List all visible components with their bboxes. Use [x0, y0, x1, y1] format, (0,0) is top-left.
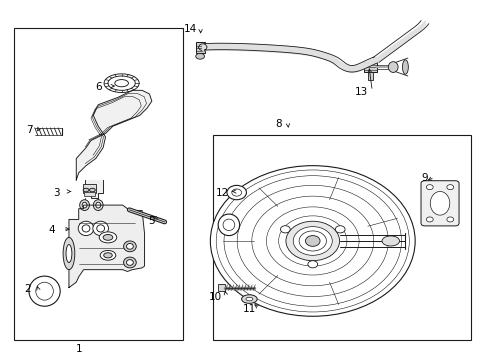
Circle shape: [210, 166, 414, 316]
Ellipse shape: [387, 62, 397, 72]
Ellipse shape: [123, 257, 136, 268]
Polygon shape: [84, 180, 103, 198]
Circle shape: [446, 217, 453, 222]
Ellipse shape: [99, 232, 117, 243]
Ellipse shape: [126, 260, 133, 265]
Ellipse shape: [381, 236, 399, 246]
Text: 4: 4: [48, 225, 55, 235]
Text: 1: 1: [75, 343, 82, 354]
Ellipse shape: [218, 214, 239, 235]
Ellipse shape: [78, 221, 94, 235]
Ellipse shape: [241, 295, 257, 303]
Ellipse shape: [82, 225, 90, 232]
Circle shape: [426, 185, 432, 190]
Ellipse shape: [195, 53, 204, 59]
Ellipse shape: [29, 276, 60, 306]
Ellipse shape: [66, 244, 72, 262]
Ellipse shape: [429, 192, 449, 215]
Text: 11: 11: [242, 304, 256, 314]
Bar: [14, 28, 182, 339]
Ellipse shape: [123, 241, 136, 252]
Text: 6: 6: [95, 82, 102, 92]
Polygon shape: [69, 205, 144, 288]
Ellipse shape: [103, 234, 113, 240]
Ellipse shape: [80, 200, 89, 211]
Polygon shape: [76, 90, 152, 180]
Ellipse shape: [402, 60, 407, 74]
Ellipse shape: [108, 76, 135, 90]
Ellipse shape: [104, 74, 139, 93]
Text: 7: 7: [25, 125, 32, 135]
Ellipse shape: [245, 297, 252, 301]
Ellipse shape: [82, 202, 87, 208]
Text: 8: 8: [275, 120, 282, 129]
Circle shape: [293, 226, 331, 255]
Ellipse shape: [226, 185, 246, 200]
Ellipse shape: [93, 221, 108, 235]
Text: 5: 5: [148, 216, 155, 226]
Circle shape: [216, 170, 408, 312]
Text: 10: 10: [208, 292, 222, 302]
Ellipse shape: [36, 282, 53, 300]
Bar: [195, 42, 204, 53]
Bar: [83, 192, 95, 196]
Bar: [212, 135, 470, 339]
Circle shape: [426, 217, 432, 222]
Text: 9: 9: [421, 173, 427, 183]
Ellipse shape: [115, 80, 128, 87]
Circle shape: [446, 185, 453, 190]
Ellipse shape: [97, 225, 104, 232]
Bar: [82, 184, 96, 193]
Ellipse shape: [63, 237, 75, 270]
Ellipse shape: [93, 200, 103, 211]
Ellipse shape: [103, 253, 112, 258]
Text: 13: 13: [354, 87, 367, 97]
Bar: [363, 62, 376, 72]
Ellipse shape: [100, 251, 116, 260]
Circle shape: [285, 221, 339, 261]
Ellipse shape: [89, 188, 95, 192]
Text: 3: 3: [53, 188, 60, 198]
Ellipse shape: [96, 202, 101, 208]
Text: 14: 14: [184, 24, 197, 35]
Ellipse shape: [83, 188, 89, 192]
Circle shape: [280, 226, 289, 233]
Text: 2: 2: [24, 284, 31, 294]
Circle shape: [305, 235, 320, 246]
Text: 12: 12: [216, 188, 229, 198]
Circle shape: [307, 261, 317, 268]
Bar: [367, 72, 372, 80]
Ellipse shape: [126, 243, 133, 249]
Ellipse shape: [223, 219, 234, 230]
Circle shape: [299, 231, 326, 251]
Ellipse shape: [231, 189, 241, 196]
FancyBboxPatch shape: [420, 181, 458, 226]
Bar: [217, 284, 224, 291]
Circle shape: [335, 226, 345, 233]
